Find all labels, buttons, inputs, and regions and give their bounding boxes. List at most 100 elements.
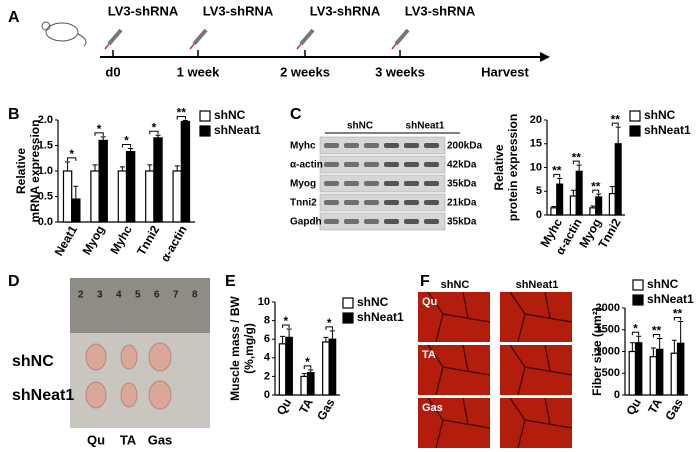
error-bar: [609, 186, 615, 194]
bar: [306, 372, 315, 396]
bar: [589, 207, 597, 216]
y-axis-label: protein expression: [506, 114, 520, 221]
ruler-number: 3: [97, 290, 103, 301]
bar: [670, 352, 679, 396]
syringe-needle: [391, 43, 397, 50]
blot-band: [364, 162, 379, 167]
blot-band: [404, 181, 419, 186]
blot-strip: [319, 212, 446, 231]
bar: [550, 207, 558, 216]
error-bar: [678, 320, 684, 344]
syringe-needle: [189, 43, 195, 50]
y-axis-label: mRNA expression: [28, 120, 42, 223]
error-bar: [100, 136, 106, 141]
fiber-boundary: [427, 344, 491, 396]
legend-label: shNC: [357, 295, 389, 309]
error-bar: [92, 164, 98, 171]
histology-image: [500, 398, 572, 448]
significance-label: **: [652, 324, 662, 338]
error-bar: [301, 373, 307, 377]
panel-letter: A: [8, 9, 20, 26]
significance-bracket: [303, 365, 312, 369]
legend-swatch: [629, 125, 641, 137]
blot-size: 200kDa: [447, 141, 482, 152]
legend-label: shNeat1: [644, 123, 691, 137]
bar: [180, 120, 191, 223]
ruler-number: 4: [116, 290, 122, 301]
significance-label: **: [611, 112, 621, 126]
blot-band: [324, 143, 339, 148]
photo-row-label: shNeat1: [12, 387, 74, 404]
blot-size: 35kDa: [447, 179, 477, 190]
blot-band: [384, 200, 399, 205]
fiber-boundary: [509, 291, 573, 343]
histology-col-label: shNeat1: [516, 279, 559, 291]
significance-label: *: [124, 134, 129, 148]
photo-col-label: TA: [120, 432, 137, 447]
blot-band: [404, 162, 419, 167]
x-tick-label: Myog: [80, 223, 108, 257]
histology-image: [418, 398, 490, 448]
legend-label: shNC: [647, 277, 679, 291]
significance-label: *: [283, 314, 288, 328]
y-tick-label: 15: [530, 138, 542, 150]
syringe-needle: [104, 43, 110, 50]
error-bar: [629, 342, 635, 352]
legend-swatch: [629, 110, 641, 122]
panel-letter: B: [8, 106, 20, 123]
histology-row-label: TA: [422, 349, 436, 361]
blot-band: [344, 143, 359, 148]
blot-band: [344, 181, 359, 186]
ruler-number: 2: [78, 290, 84, 301]
x-tick-label: TA: [296, 396, 316, 416]
histology-image: [418, 345, 490, 395]
photo-col-label: Qu: [87, 432, 105, 447]
x-tick-label: α-actin: [158, 223, 190, 264]
error-bar: [329, 330, 335, 340]
timepoint-label: 2 weeks: [280, 64, 330, 79]
y-tick-label: 4: [264, 352, 271, 364]
significance-bracket: [673, 316, 682, 321]
blot-band: [384, 143, 399, 148]
x-tick-label: TA: [645, 396, 665, 416]
y-tick-label: 1500: [596, 324, 620, 336]
y-tick-label: 500: [602, 367, 620, 379]
significance-label: *: [633, 321, 638, 335]
x-tick-label: Myhc: [107, 223, 135, 257]
x-tick-label: Tnni2: [134, 223, 162, 258]
x-tick-label: Qu: [274, 396, 294, 417]
y-axis-label: Relative: [14, 148, 28, 194]
error-bar: [73, 185, 79, 200]
bar: [628, 350, 637, 396]
syringe-needle: [296, 43, 302, 50]
error-bar: [119, 166, 125, 171]
bar: [575, 170, 583, 216]
bar: [71, 198, 81, 223]
timepoint-label: 3 weeks: [375, 64, 425, 79]
y-tick-label: 0: [264, 389, 270, 401]
blot-band: [324, 181, 339, 186]
significance-bracket: [592, 189, 600, 194]
y-tick-label: 20: [530, 114, 542, 126]
fiber-boundary: [509, 397, 573, 449]
timepoint-label: 1 week: [177, 64, 220, 79]
error-bar: [286, 328, 292, 338]
photo-row-label: shNC: [12, 353, 54, 370]
syringe: [192, 28, 208, 46]
y-tick-label: 5: [536, 185, 542, 197]
blot-band: [364, 200, 379, 205]
y-tick-label: 0: [614, 389, 620, 401]
significance-bracket: [94, 132, 104, 136]
y-tick-label: 10: [258, 296, 270, 308]
blot-size: 42kDa: [447, 160, 477, 171]
bar: [117, 170, 128, 223]
ruler-number: 7: [173, 290, 179, 301]
injection-label: LV3-shRNA: [108, 3, 179, 18]
error-bar: [671, 339, 677, 354]
blot-band: [364, 219, 379, 224]
blot-band: [404, 200, 419, 205]
error-bar: [323, 336, 329, 342]
blot-band: [424, 181, 439, 186]
error-bar: [128, 148, 134, 152]
